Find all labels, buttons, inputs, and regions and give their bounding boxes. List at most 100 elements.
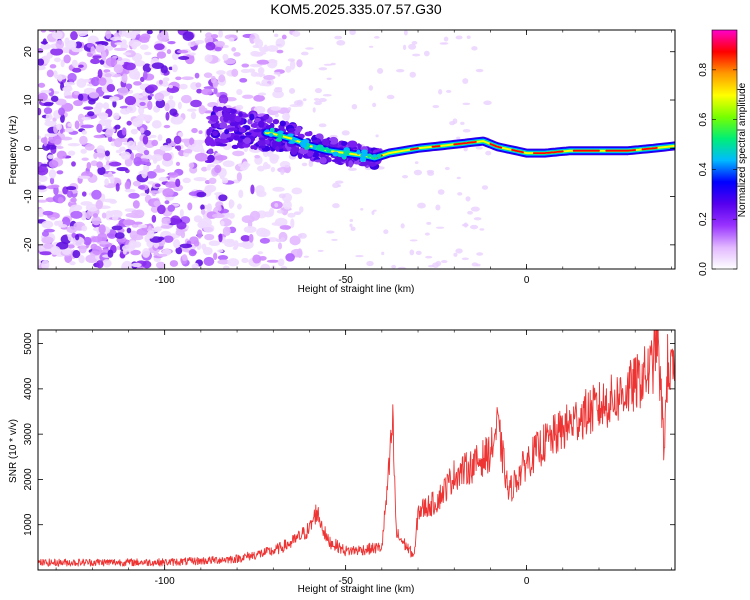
spectrogram-noise-blob xyxy=(40,30,47,33)
colorbar-label: Normalized spectral amplitude xyxy=(737,82,748,217)
spectrogram-noise-blob xyxy=(93,152,98,159)
spectrogram-noise-blob xyxy=(249,63,263,68)
spectrogram-noise-blob xyxy=(194,39,205,45)
spectrogram-noise-blob xyxy=(461,257,469,261)
spectrogram-noise-blob xyxy=(402,44,407,51)
spectrogram-noise-blob xyxy=(90,76,100,87)
spectrogram-noise-blob xyxy=(475,263,481,267)
spectrogram-noise-blob xyxy=(46,69,54,78)
spectrogram-noise-blob xyxy=(78,255,85,264)
spectrogram-noise-blob xyxy=(281,34,287,40)
spectrogram-ridge-blob xyxy=(258,120,265,128)
spectrogram-noise-blob xyxy=(59,113,65,123)
spectrogram-ridge-blob xyxy=(332,151,337,155)
spectrogram-ridge-blob xyxy=(204,137,215,146)
spectrogram-noise-blob xyxy=(70,210,83,219)
spectrogram-noise-blob xyxy=(57,196,64,204)
spectrogram-noise-blob xyxy=(289,87,296,94)
spectrogram-noise-blob xyxy=(322,93,332,97)
figure-title: KOM5.2025.335.07.57.G30 xyxy=(270,1,441,17)
spectrogram-noise-blob xyxy=(90,160,98,167)
spectrogram-noise-blob xyxy=(77,175,91,179)
spectrogram-noise-blob xyxy=(182,31,194,41)
spectrogram-noise-blob xyxy=(86,161,92,170)
spectrogram-noise-blob xyxy=(272,186,285,192)
spectrogram-noise-blob xyxy=(279,225,292,230)
spectrogram-noise-blob xyxy=(290,218,295,229)
spectrogram-noise-blob xyxy=(180,94,192,104)
spectrogram-noise-blob xyxy=(336,40,346,46)
spectrogram-noise-blob xyxy=(182,177,191,184)
spectrogram-noise-blob xyxy=(142,260,152,269)
spectrogram-noise-blob xyxy=(275,38,286,48)
spectrogram-noise-blob xyxy=(217,205,222,212)
spectrogram-noise-blob xyxy=(301,162,308,167)
spectrogram-noise-blob xyxy=(443,36,449,42)
spectrogram-noise-blob xyxy=(351,103,358,110)
snr-y-tick-label: 3000 xyxy=(23,423,34,446)
spectrogram-noise-blob xyxy=(133,81,142,86)
spectrogram-noise-blob xyxy=(250,50,260,57)
spectrogram-noise-blob xyxy=(187,108,197,112)
spectrogram-noise-blob xyxy=(255,81,261,85)
spectrogram-noise-blob xyxy=(177,101,182,110)
spectrogram-noise-blob xyxy=(119,146,126,152)
spectrogram-ridge-blob xyxy=(222,105,228,113)
spectrogram-noise-blob xyxy=(124,181,131,190)
spectrogram-ridge-blob xyxy=(347,140,358,148)
spectrogram-noise-blob xyxy=(78,245,87,254)
spectrogram-noise-blob xyxy=(43,107,53,115)
spectrogram-ridge-blob xyxy=(257,139,267,146)
spectrogram-noise-blob xyxy=(157,134,163,141)
spectrogram-noise-blob xyxy=(70,31,78,41)
snr-panel: -100 -50 0 1000 2000 3000 4000 5000 Height of s… xyxy=(8,329,676,595)
spectrogram-ridge-blob xyxy=(287,128,296,132)
spectrogram-ridge-blob xyxy=(217,143,228,147)
spectrogram-noise-blob xyxy=(139,192,148,197)
spectrogram-noise-blob xyxy=(167,204,176,212)
colorbar: 0.0 0.2 0.4 0.6 0.8 Normalized spectral ampl… xyxy=(698,29,748,276)
snr-x-tick-label: -100 xyxy=(155,576,175,587)
spectrogram-noise-blob xyxy=(189,52,196,56)
spectrogram-noise-blob xyxy=(274,113,279,118)
spectrogram-noise-blob xyxy=(318,98,327,103)
spectrogram-noise-blob xyxy=(136,228,148,236)
spectrogram-ridge-blob xyxy=(206,128,211,137)
spectrogram-noise-blob xyxy=(78,93,84,101)
colorbar-tick-label: 0.6 xyxy=(698,112,709,126)
spectrogram-noise-blob xyxy=(300,51,309,56)
spectrogram-noise-blob xyxy=(55,39,65,49)
spectrogram-noise-blob xyxy=(236,242,250,248)
spectrogram-noise-blob xyxy=(108,233,115,237)
spectrogram-noise-blob xyxy=(63,54,71,64)
spectrogram-noise-blob xyxy=(397,266,407,269)
spectrogram-noise-blob xyxy=(96,145,105,155)
spectrogram-ridge-blob xyxy=(356,149,361,155)
spectrogram-noise-blob xyxy=(233,52,241,57)
spectrogram-noise-blob xyxy=(439,42,447,45)
snr-y-tick-label: 5000 xyxy=(23,332,34,355)
spectrogram-noise-blob xyxy=(44,133,58,138)
spectrogram-noise-blob xyxy=(136,224,148,228)
spectrogram-noise-blob xyxy=(175,76,182,81)
spectrogram-noise-blob xyxy=(349,223,353,228)
spectrogram-noise-blob xyxy=(149,134,157,139)
spectrogram-noise-blob xyxy=(164,103,170,112)
spectrogram-noise-blob xyxy=(56,150,67,159)
spectrogram-ridge-blob xyxy=(291,137,299,141)
spectrogram-noise-blob xyxy=(116,166,129,172)
spectrogram-noise-blob xyxy=(259,237,270,244)
spectrogram-noise-blob xyxy=(485,150,492,156)
spectrogram-noise-blob xyxy=(83,106,94,110)
spectrogram-ridge-blob xyxy=(265,125,272,129)
spectrogram-noise-blob xyxy=(134,60,146,67)
spectrogram-noise-blob xyxy=(287,58,296,62)
spectrogram-noise-blob xyxy=(81,116,92,121)
spectrogram-noise-blob xyxy=(256,59,270,65)
spectrogram-noise-blob xyxy=(149,93,154,97)
spectrogram-noise-blob xyxy=(257,92,267,96)
spectrogram-noise-blob xyxy=(207,164,216,168)
spectrogram-ridge-blob xyxy=(324,147,329,151)
spectrogram-noise-blob xyxy=(157,204,166,215)
spectrogram-ridge-blob xyxy=(213,123,221,128)
